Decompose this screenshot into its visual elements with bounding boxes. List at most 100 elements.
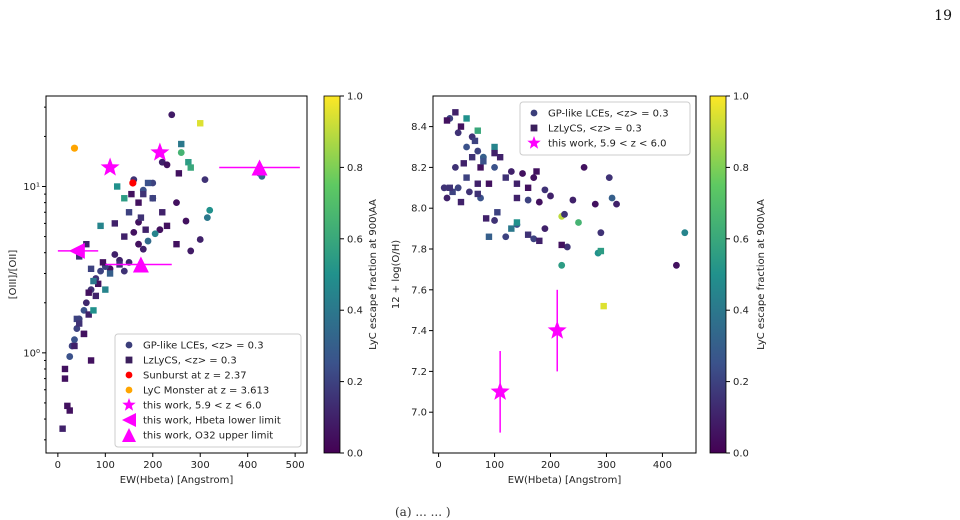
left-gp-lce-point	[196, 236, 204, 243]
left-xtick-label: 100	[96, 460, 115, 471]
right-scatter-chart: 0 100 200 300 400 7.0 7.2 7.4 7.6 7.8 8.0 8.2 8.4 EW(…	[391, 95, 697, 486]
left-lzlycs-point	[187, 164, 194, 171]
left-o32-upper-limit-point	[251, 159, 268, 176]
left-this-work-star	[100, 157, 120, 176]
left-gp-lce-point	[168, 111, 176, 119]
right-lzlycs-point	[474, 180, 481, 187]
left-colorbar-bar	[323, 95, 341, 454]
right-gp-lce-point	[558, 261, 566, 269]
right-colorbar-tick-label: 0.0	[733, 449, 749, 460]
right-lzlycs-point	[460, 160, 467, 167]
right-ytick-label: 8.0	[411, 204, 427, 215]
left-colorbar: 0.0 0.2 0.4 0.6 0.8 1.0 LyC escape fraction at…	[323, 92, 379, 460]
left-gp-lce-point	[82, 299, 90, 307]
right-gp-lce-point	[474, 147, 482, 155]
right-colorbar-tick-label: 0.2	[733, 377, 749, 388]
right-legend: GP-like LCEs, <z> = 0.3 LzLyCS, <z> = 0.3…	[519, 101, 691, 156]
right-legend-marker	[527, 136, 541, 149]
left-colorbar-tick-label: 0.4	[347, 306, 363, 317]
right-gp-lce-point	[454, 129, 462, 137]
left-xtick-label: 500	[286, 460, 305, 471]
left-plot-frame	[45, 95, 308, 454]
left-gp-lce-point	[173, 199, 180, 207]
right-xtick-label: 0	[435, 460, 441, 471]
right-lzlycs-point	[457, 198, 465, 206]
right-xtick-label: 200	[541, 460, 560, 471]
left-lzlycs-point	[102, 286, 109, 293]
right-lzlycs-point	[558, 241, 565, 249]
left-lzlycs-point	[121, 233, 128, 240]
right-gp-lce-point	[597, 229, 605, 237]
right-lzlycs-point	[524, 231, 532, 238]
right-lzlycs-point	[480, 158, 487, 165]
right-xtick-label: 100	[485, 460, 504, 471]
right-ytick-label: 7.2	[411, 367, 427, 378]
left-lzlycs-point	[173, 240, 180, 248]
left-lzlycs-point	[121, 195, 128, 202]
left-x-axis-label: EW(Hbeta) [Angstrom]	[120, 475, 234, 486]
right-gp-lce-point	[591, 200, 599, 208]
right-ytick-label: 8.4	[411, 122, 427, 133]
right-lzlycs-point	[474, 190, 481, 198]
right-gp-lce-point	[605, 174, 613, 182]
left-lzlycs-point	[66, 407, 73, 414]
left-lzlycs-point	[71, 342, 78, 350]
right-lzlycs-point	[597, 247, 605, 255]
right-y-axis-label: 12 + log(O/H)	[391, 240, 402, 309]
right-lzlycs-point	[533, 168, 540, 175]
left-lzlycs-point	[92, 292, 100, 300]
right-legend-marker	[530, 109, 538, 117]
left-legend-label: LyC Monster at z = 3.613	[143, 386, 269, 397]
right-lzlycs-point	[502, 174, 509, 181]
figure-caption: (a) ... ... )	[395, 505, 451, 519]
right-colorbar: 0.0 0.2 0.4 0.6 0.8 1.0 LyC escape fraction at…	[709, 92, 767, 460]
left-scatter-chart: 0 100 200 300 400 500 10⁰ 10¹ EW(Hbeta) [Angstro…	[8, 95, 308, 486]
right-lzlycs-point	[463, 115, 470, 122]
left-lzlycs-point	[142, 226, 149, 233]
right-lzlycs-point	[496, 154, 504, 161]
right-gp-lce-point	[535, 198, 543, 206]
left-gp-lce-point	[144, 237, 152, 245]
right-gp-lce-point	[443, 194, 451, 202]
right-lzlycs-point	[482, 215, 490, 222]
right-lzlycs-point	[513, 219, 521, 226]
left-ytick-label: 10⁰	[23, 348, 40, 359]
left-lzlycs-point	[159, 209, 166, 216]
left-lzlycs-point	[135, 199, 142, 206]
left-lzlycs-point	[106, 270, 114, 277]
left-lzlycs-point	[137, 214, 145, 221]
right-ytick-label: 8.2	[411, 163, 427, 174]
left-hbeta-lower-limit-point	[68, 242, 85, 259]
left-legend-box	[114, 333, 302, 448]
right-gp-lce-point	[440, 184, 448, 192]
right-gp-lce-point	[575, 219, 582, 226]
left-legend-label: GP-like LCEs, <z> = 0.3	[143, 341, 264, 352]
right-lzlycs-point	[491, 149, 498, 157]
right-gp-lce-point	[507, 168, 515, 175]
left-lzlycs-point	[144, 179, 152, 187]
right-gp-lce-point	[541, 186, 549, 194]
right-lzlycs-point	[446, 184, 453, 191]
right-gp-lce-point	[608, 194, 616, 202]
page-number: 19	[934, 8, 952, 24]
left-lzlycs-point	[83, 240, 90, 248]
right-lzlycs-point	[485, 233, 493, 240]
left-lzlycs-point	[90, 277, 97, 285]
left-legend-marker	[122, 413, 136, 427]
left-gp-lce-point	[206, 206, 214, 214]
left-lzlycs-point	[113, 183, 121, 190]
right-ytick-label: 7.4	[411, 326, 427, 337]
right-legend-box	[519, 101, 691, 156]
left-colorbar-label: LyC escape fraction at 900\AA	[368, 199, 379, 350]
left-gp-lce-point	[97, 267, 104, 275]
right-gp-lce-point	[491, 217, 498, 224]
right-colorbar-tick-label: 0.8	[733, 163, 749, 174]
right-gp-lce-point	[519, 170, 526, 177]
left-colorbar-tick-label: 1.0	[347, 92, 363, 103]
left-gp-lce-point	[139, 245, 147, 253]
left-gp-lce-point	[163, 161, 171, 169]
left-colorbar-tick-label: 0.6	[347, 234, 363, 245]
right-gp-lce-point	[547, 192, 554, 200]
left-gp-lce-point	[73, 325, 81, 332]
